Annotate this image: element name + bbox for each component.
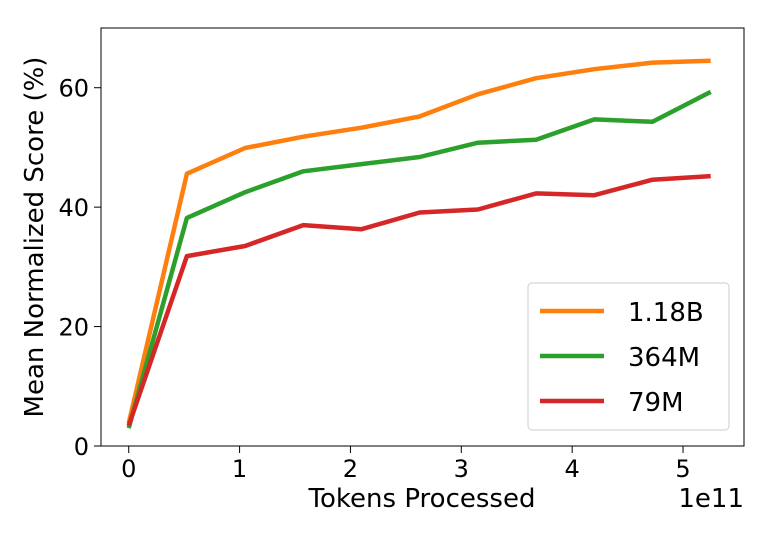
y-tick-label: 40 [58,194,89,222]
y-tick-label: 60 [58,75,89,103]
legend-label: 1.18B [628,298,704,328]
y-tick-label: 0 [74,433,89,461]
legend: 1.18B 364M 79M [527,282,730,431]
legend-label: 364M [628,343,700,373]
x-tick-label: 4 [565,455,580,483]
x-tick-label: 0 [121,455,136,483]
x-tick-label: 3 [454,455,469,483]
x-tick-label: 2 [343,455,358,483]
plot-frame [100,27,745,447]
series-line-364M [126,89,712,429]
legend-box [527,282,730,431]
x-tick-label: 5 [675,455,690,483]
x-axis-offset-label: 1e11 [678,484,744,514]
y-axis: 0 20 40 60 [58,75,101,461]
y-axis-label: Mean Normalized Score (%) [20,57,50,418]
x-tick-label: 1 [232,455,247,483]
x-axis-label: Tokens Processed [308,484,536,514]
series-layer [126,58,712,429]
x-axis: 0 1 2 3 4 5 [121,446,691,483]
y-tick-label: 20 [58,314,89,342]
series-line-79M [126,173,711,427]
series-line-1.18B [126,58,711,424]
legend-label: 79M [628,388,684,418]
